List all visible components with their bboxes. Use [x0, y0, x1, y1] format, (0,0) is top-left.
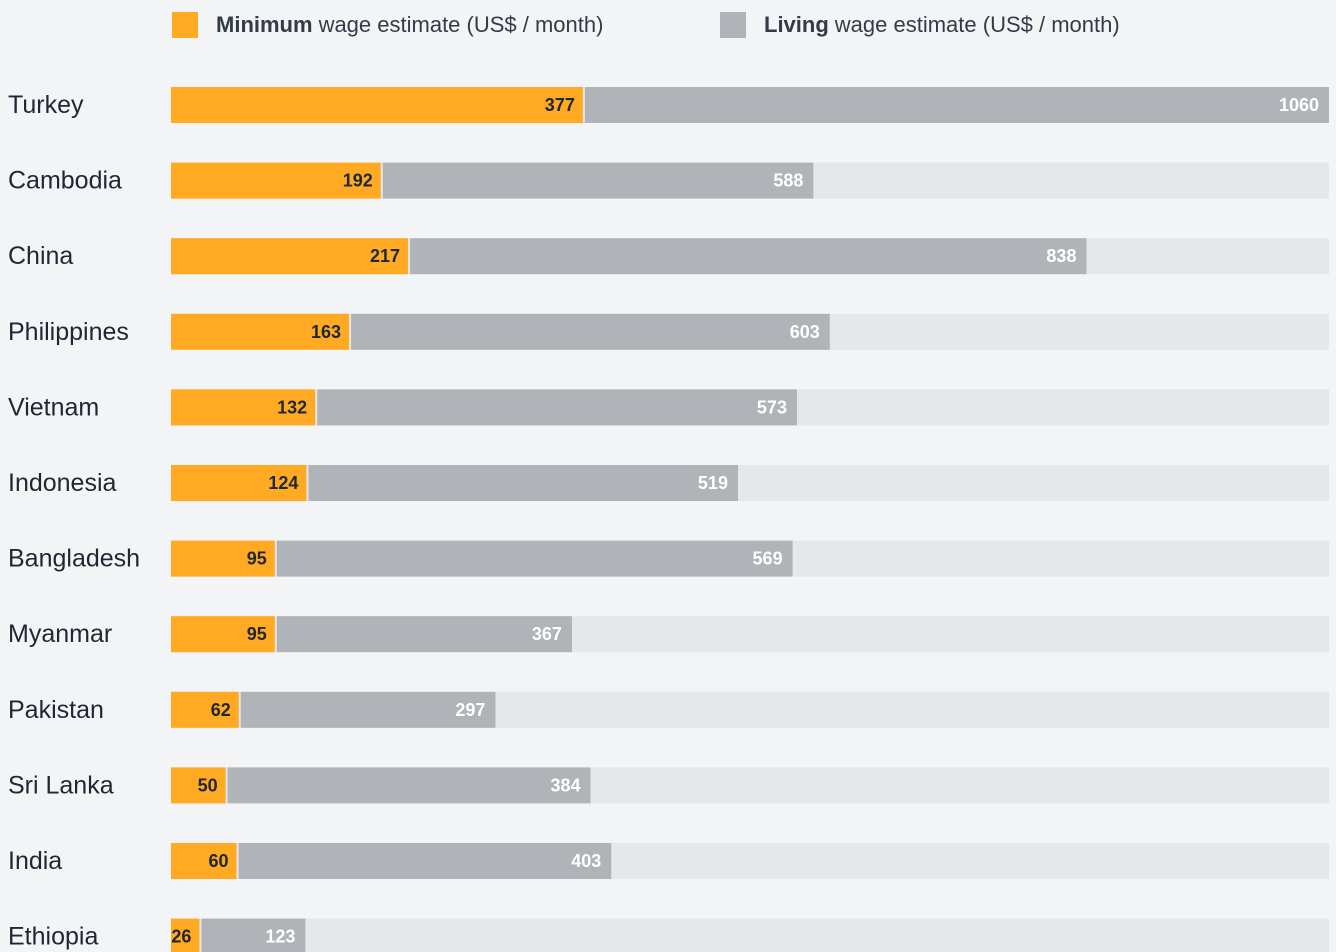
- value-label-living-turkey: 1060: [1279, 95, 1319, 115]
- value-label-minimum-ethiopia: 26: [171, 927, 191, 947]
- country-label-vietnam: Vietnam: [8, 393, 99, 421]
- value-label-minimum-china: 217: [370, 246, 400, 266]
- value-label-living-cambodia: 588: [773, 171, 803, 191]
- bar-living-bangladesh: [276, 540, 793, 577]
- bar-minimum-philippines: [171, 313, 350, 350]
- bar-minimum-turkey: [171, 87, 583, 123]
- value-label-living-sri-lanka: 384: [550, 775, 580, 795]
- value-label-living-china: 838: [1046, 246, 1076, 266]
- value-label-minimum-sri-lanka: 50: [198, 775, 218, 795]
- bar-living-cambodia: [382, 162, 814, 199]
- country-label-myanmar: Myanmar: [8, 620, 112, 648]
- bar-minimum-china: [171, 238, 409, 275]
- bar-minimum-india: [171, 843, 237, 879]
- bar-minimum-sri-lanka: [171, 767, 226, 804]
- country-label-pakistan: Pakistan: [8, 696, 104, 724]
- value-label-living-bangladesh: 569: [753, 549, 783, 569]
- value-label-living-indonesia: 519: [698, 473, 728, 493]
- bar-living-india: [238, 843, 612, 879]
- country-label-ethiopia: Ethiopia: [8, 923, 98, 951]
- bar-minimum-vietnam: [171, 389, 316, 426]
- bar-minimum-pakistan: [171, 691, 239, 728]
- bar-living-myanmar: [276, 616, 572, 653]
- country-label-cambodia: Cambodia: [8, 167, 122, 195]
- chart-legend: Minimum wage estimate (US$ / month) Livi…: [0, 8, 1336, 42]
- legend-swatch-living: [720, 12, 746, 38]
- value-label-minimum-bangladesh: 95: [247, 549, 267, 569]
- legend-item-minimum: Minimum wage estimate (US$ / month): [172, 8, 603, 42]
- bar-living-turkey: [584, 87, 1329, 123]
- legend-minimum-text: wage estimate (US$ / month): [318, 12, 604, 37]
- value-label-minimum-turkey: 377: [545, 95, 575, 115]
- value-label-minimum-myanmar: 95: [247, 624, 267, 644]
- bar-living-philippines: [351, 313, 830, 350]
- country-label-philippines: Philippines: [8, 318, 129, 346]
- country-label-india: India: [8, 847, 62, 875]
- value-label-living-pakistan: 297: [455, 700, 485, 720]
- value-label-living-india: 403: [571, 851, 601, 871]
- value-label-living-vietnam: 573: [757, 397, 787, 417]
- value-label-minimum-pakistan: 62: [211, 700, 231, 720]
- value-label-living-myanmar: 367: [532, 624, 562, 644]
- country-label-bangladesh: Bangladesh: [8, 545, 140, 573]
- bar-living-china: [410, 238, 1087, 275]
- legend-minimum-strong: Minimum: [216, 12, 313, 37]
- bar-living-vietnam: [317, 389, 797, 426]
- legend-living-text: wage estimate (US$ / month): [834, 12, 1120, 37]
- value-label-living-philippines: 603: [790, 322, 820, 342]
- bar-minimum-ethiopia: [171, 918, 200, 952]
- bar-living-sri-lanka: [227, 767, 591, 804]
- legend-swatch-minimum: [172, 12, 198, 38]
- bar-living-ethiopia: [201, 918, 306, 952]
- bar-minimum-cambodia: [171, 162, 381, 199]
- bar-minimum-myanmar: [171, 616, 275, 653]
- value-label-minimum-indonesia: 124: [268, 473, 298, 493]
- bar-minimum-indonesia: [171, 465, 307, 501]
- value-label-minimum-philippines: 163: [311, 322, 341, 342]
- value-label-minimum-vietnam: 132: [277, 397, 307, 417]
- country-label-sri-lanka: Sri Lanka: [8, 771, 114, 799]
- bar-living-indonesia: [308, 465, 738, 501]
- legend-item-living: Living wage estimate (US$ / month): [720, 8, 1120, 42]
- value-label-living-ethiopia: 123: [265, 927, 295, 947]
- country-label-turkey: Turkey: [8, 91, 84, 119]
- value-label-minimum-india: 60: [209, 851, 229, 871]
- bar-living-pakistan: [240, 691, 496, 728]
- value-label-minimum-cambodia: 192: [343, 171, 373, 191]
- legend-living-strong: Living: [764, 12, 829, 37]
- country-label-china: China: [8, 242, 73, 270]
- bar-track-ethiopia: [171, 918, 1329, 952]
- country-label-indonesia: Indonesia: [8, 469, 117, 497]
- bar-minimum-bangladesh: [171, 540, 275, 577]
